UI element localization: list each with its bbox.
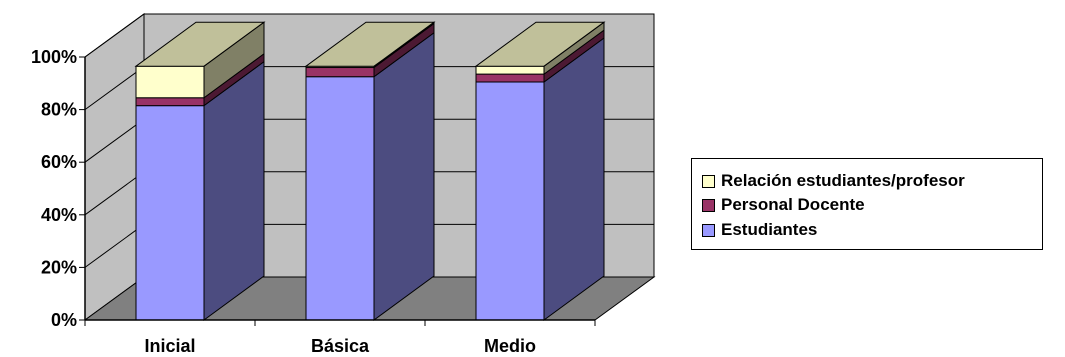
bar-segment xyxy=(305,67,375,78)
legend-item-ratio: Relación estudiantes/profesor xyxy=(702,170,965,192)
y-tick-label: 60% xyxy=(41,152,77,172)
legend-swatch-students xyxy=(702,223,715,237)
y-tick-label: 80% xyxy=(41,100,77,120)
legend: Relación estudiantes/profesor Personal D… xyxy=(691,158,1043,250)
x-category-label: Inicial xyxy=(144,336,195,356)
y-tick-label: 20% xyxy=(41,257,77,277)
y-tick-labels: 0% 20% 40% 60% 80% 100% xyxy=(31,47,77,330)
bar-segment xyxy=(135,65,205,99)
legend-swatch-teachers xyxy=(702,198,715,212)
x-category-label: Básica xyxy=(311,336,370,356)
side-wall xyxy=(84,13,145,321)
bar-segment xyxy=(475,65,545,75)
y-tick-label: 40% xyxy=(41,205,77,225)
x-category-label: Medio xyxy=(484,336,536,356)
bar-segment xyxy=(135,97,205,107)
legend-label-teachers: Personal Docente xyxy=(721,195,865,214)
bar-top xyxy=(304,21,436,67)
gridline xyxy=(84,13,654,58)
axes xyxy=(79,56,596,326)
bar-segment xyxy=(475,81,545,321)
legend-label-ratio: Relación estudiantes/profesor xyxy=(721,171,965,190)
y-tick-label: 0% xyxy=(51,310,77,330)
bar-segment xyxy=(475,73,545,83)
bar-top xyxy=(134,21,266,67)
legend-swatch-ratio xyxy=(702,174,715,188)
legend-label-students: Estudiantes xyxy=(721,220,818,239)
bar-side xyxy=(543,36,605,321)
bars xyxy=(134,21,606,321)
x-category-labels: Inicial Básica Medio xyxy=(144,336,536,356)
bar-side xyxy=(373,31,435,321)
legend-item-teachers: Personal Docente xyxy=(702,194,865,216)
bar-top xyxy=(474,21,606,67)
bar-side xyxy=(203,60,265,321)
bar-segment xyxy=(135,105,205,321)
y-tick-label: 100% xyxy=(31,47,77,67)
legend-item-students: Estudiantes xyxy=(702,219,817,241)
bar-segment xyxy=(305,76,375,321)
